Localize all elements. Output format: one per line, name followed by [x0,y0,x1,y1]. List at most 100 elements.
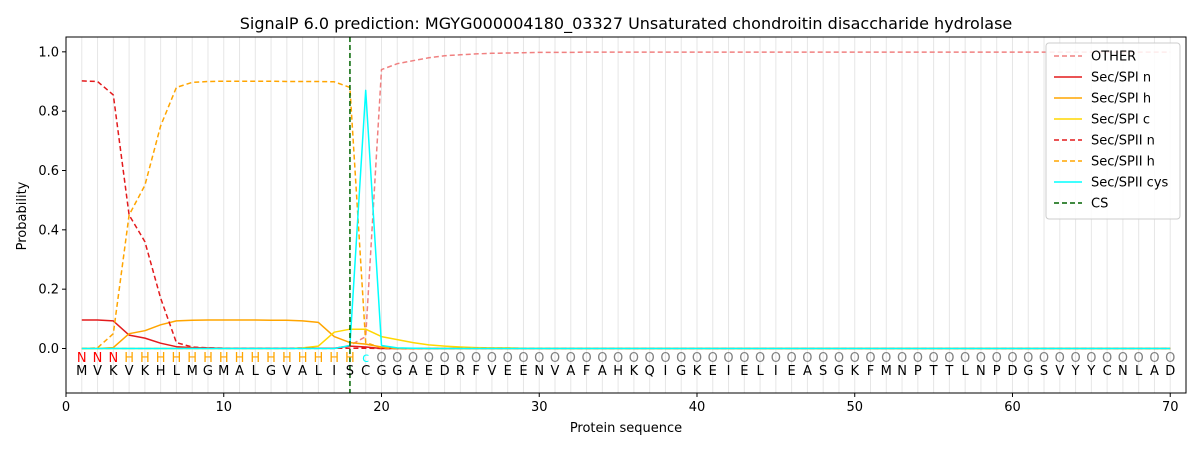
sequence-residue: K [630,364,639,379]
region-label: O [818,351,828,366]
sequence-residue: T [929,364,938,379]
sequence-residue: L [173,364,181,379]
sequence-residue: D [1165,364,1175,379]
series-line-sec-spii-cys [81,89,1171,350]
region-label: O [613,351,623,366]
sequence-residue: L [1135,364,1143,379]
region-label: O [708,351,718,366]
sequence-residue: R [456,364,465,379]
sequence-residue: E [709,364,717,379]
sequence-residue: T [944,364,953,379]
legend-entry: OTHER [1091,50,1136,65]
sequence-residue: E [504,364,512,379]
x-tick-label: 70 [1162,400,1179,415]
region-label: O [566,351,576,366]
sequence-residue: E [519,364,527,379]
grid-lines [81,37,1171,393]
region-label: O [1118,351,1128,366]
region-label: N [108,351,118,366]
sequence-residue: H [613,364,623,379]
region-label: O [802,351,812,366]
sequence-residue: E [740,364,748,379]
region-label: O [676,351,686,366]
region-label: O [439,351,449,366]
sequence-residue: N [897,364,907,379]
x-tick-label: 60 [1004,400,1021,415]
region-label: O [787,351,797,366]
region-label: O [1055,351,1065,366]
sequence-residue: K [693,364,702,379]
region-label: O [550,351,560,366]
region-label: O [455,351,465,366]
region-label: O [771,351,781,366]
y-tick-label: 1.0 [38,45,59,60]
sequence-residue: G [676,364,686,379]
region-label: O [881,351,891,366]
sequence-residue: S [1040,364,1048,379]
y-axis-title: Probability [15,181,30,250]
region-label: O [992,351,1002,366]
legend-entry: CS [1091,197,1108,212]
series-line-sec-spii-h [81,80,1171,350]
sequence-residue: I [774,364,778,379]
sequence-residue: I [332,364,336,379]
region-label: H [156,351,166,366]
region-label: O [1007,351,1017,366]
region-label: H [203,351,213,366]
series-line-sec-spi-h [81,319,1171,350]
sequence-residue: P [993,364,1001,379]
sequence-residue: V [93,364,102,379]
sequence-residue: G [834,364,844,379]
region-label: O [1039,351,1049,366]
sequence-residue: S [819,364,827,379]
sequence-residue: C [361,364,370,379]
region-label: N [77,351,87,366]
region-label: O [834,351,844,366]
region-label: O [897,351,907,366]
sequence-residue: D [440,364,450,379]
sequence-residue: I [664,364,668,379]
region-label: O [960,351,970,366]
sequence-residue: G [392,364,402,379]
region-label: H [314,351,324,366]
region-label: H [187,351,197,366]
y-tick-label: 0.2 [38,283,59,298]
sequence-residue: L [756,364,764,379]
sequence-residue: I [727,364,731,379]
legend-entry: Sec/SPI h [1091,92,1151,107]
sequence-residue: A [235,364,244,379]
y-axis-ticks: 0.0 0.2 0.4 0.6 0.8 1.0 [38,45,66,357]
region-label: O [629,351,639,366]
sequence-residue: A [566,364,575,379]
region-label: O [645,351,655,366]
legend: OTHER Sec/SPI n Sec/SPI h Sec/SPI c Sec/SPII… [1045,42,1181,220]
region-label: O [424,351,434,366]
sequence-residue: V [551,364,560,379]
y-tick-label: 0.8 [38,105,59,120]
sequence-labels: MNVNKNVHKHHHLHMHGHMHAHLHGHVHAHLHIHSHCcGO… [76,351,1175,379]
sequence-residue: G [376,364,386,379]
x-tick-label: 10 [215,400,232,415]
y-tick-label: 0.6 [38,164,59,179]
sequence-residue: Y [1071,364,1080,379]
sequence-residue: V [1055,364,1064,379]
series-lines [81,37,1171,393]
region-label: O [1165,351,1175,366]
region-label: H [298,351,308,366]
sequence-residue: K [141,364,150,379]
region-label: O [660,351,670,366]
region-label: O [944,351,954,366]
sequence-residue: A [598,364,607,379]
sequence-residue: K [109,364,118,379]
sequence-residue: A [409,364,418,379]
region-label: H [345,351,355,366]
region-label: O [487,351,497,366]
region-label: O [692,351,702,366]
sequence-residue: G [1023,364,1033,379]
sequence-residue: V [487,364,496,379]
region-label: O [1134,351,1144,366]
region-label: O [913,351,923,366]
region-label: O [1102,351,1112,366]
sequence-residue: M [881,364,892,379]
sequence-residue: V [282,364,291,379]
